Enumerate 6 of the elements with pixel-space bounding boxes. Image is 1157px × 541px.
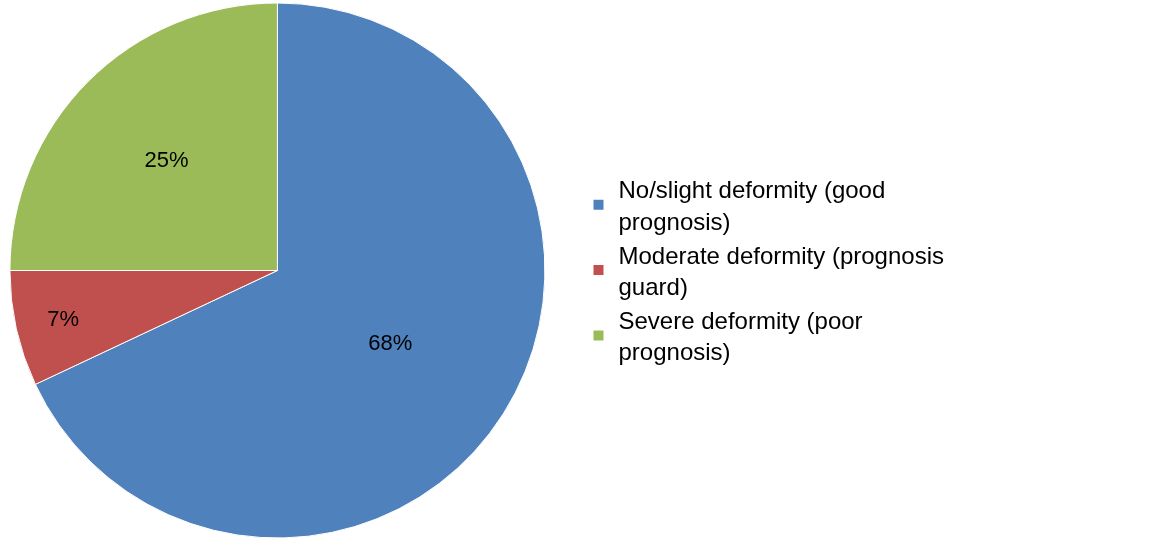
data-label: 68% bbox=[368, 329, 413, 355]
data-label: 25% bbox=[144, 147, 189, 173]
legend-label: Moderate deformity (prognosis guard) bbox=[618, 241, 944, 301]
legend-label: Severe deformity (poor prognosis) bbox=[618, 307, 863, 366]
data-label: 7% bbox=[47, 305, 79, 331]
legend-label: No/slight deformity (good prognosis) bbox=[618, 176, 886, 235]
